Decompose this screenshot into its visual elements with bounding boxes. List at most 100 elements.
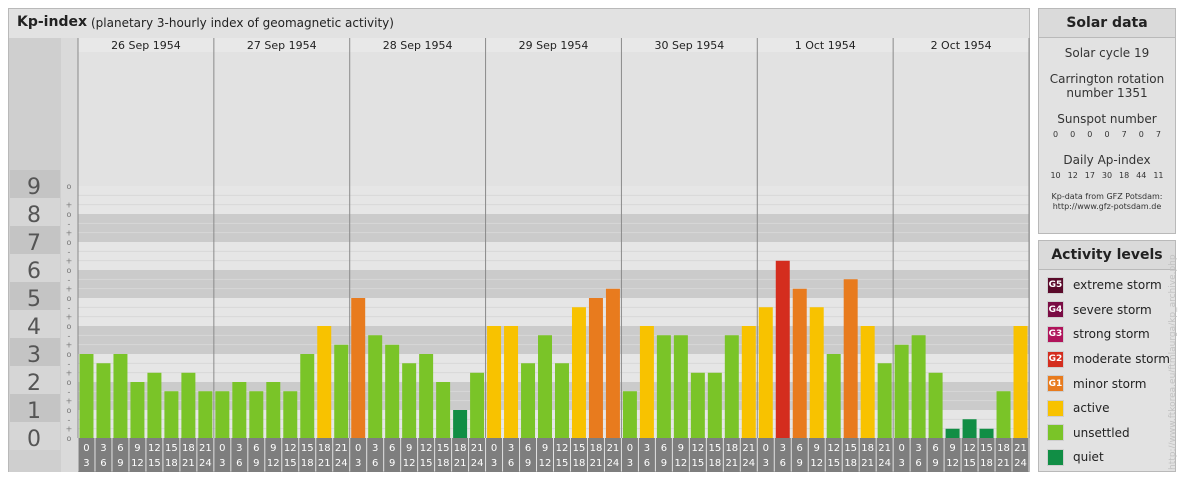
y-tick-label: 2 (27, 371, 41, 396)
level-band (78, 326, 1029, 354)
sunspot-value: 0 (1053, 130, 1059, 139)
interval-start-label: 9 (270, 443, 276, 454)
day-label: 28 Sep 1954 (383, 39, 453, 52)
interval-cell (282, 438, 299, 472)
interval-start-label: 21 (335, 443, 348, 454)
sub-tick-label: + (66, 425, 73, 434)
interval-start-label: 15 (437, 443, 450, 454)
y-label-block (10, 394, 60, 422)
legend-label: strong storm (1073, 327, 1150, 342)
interval-cell (791, 438, 808, 472)
sub-tick-label: + (66, 397, 73, 406)
sunspot-value: 7 (1121, 130, 1127, 139)
interval-start-label: 0 (763, 443, 769, 454)
interval-start-label: 18 (590, 443, 603, 454)
interval-end-label: 21 (454, 458, 467, 469)
interval-start-label: 12 (284, 443, 297, 454)
kp-bar (860, 326, 875, 438)
interval-start-label: 12 (148, 443, 161, 454)
legend-item: G3 strong storm (1039, 322, 1175, 347)
sunspot-values: 0 0 0 0 7 0 7 (1039, 130, 1175, 139)
legend-item: quiet (1039, 445, 1175, 470)
interval-cell (723, 438, 740, 472)
kp-bar (809, 307, 824, 438)
kp-bar (775, 260, 790, 438)
interval-cell (452, 438, 469, 472)
solar-data-panel: Solar data Solar cycle 19 Carrington rot… (1038, 8, 1176, 234)
sub-tick-label: - (68, 387, 71, 396)
legend-swatch: G4 (1047, 301, 1064, 319)
interval-cell (689, 438, 706, 472)
interval-cell (435, 438, 452, 472)
interval-start-label: 12 (963, 443, 976, 454)
kp-bar (334, 344, 349, 438)
interval-cell (299, 438, 316, 472)
sub-tick-label: + (66, 257, 73, 266)
interval-end-label: 6 (372, 458, 378, 469)
y-label-block (10, 254, 60, 282)
interval-start-label: 6 (525, 443, 531, 454)
solar-cycle-text: Solar cycle 19 (1064, 46, 1150, 60)
sub-tick-label: + (66, 369, 73, 378)
interval-cell (554, 438, 570, 472)
interval-start-label: 3 (236, 443, 242, 454)
source-link[interactable]: http://www.gfz-potsdam.de (1052, 202, 1162, 211)
y-tick-label: 0 (27, 427, 41, 452)
interval-end-label: 24 (471, 458, 484, 469)
kp-bar (266, 382, 281, 438)
interval-cell (401, 438, 418, 472)
sub-tick-label: + (66, 229, 73, 238)
y-tick-label: 3 (27, 343, 41, 368)
day-label: 29 Sep 1954 (519, 39, 589, 52)
interval-end-label: 6 (644, 458, 650, 469)
kp-bar (130, 382, 145, 438)
kp-bar (215, 391, 230, 438)
sub-tick-label: o (67, 238, 72, 247)
sub-tick-label: + (66, 285, 73, 294)
solar-data-heading: Solar data (1039, 9, 1175, 38)
kp-bar (232, 382, 247, 438)
interval-cell (384, 438, 401, 472)
vertical-credit-text: http://www.ftkorea.eu/ftmlaurga/kp_archi… (1168, 254, 1178, 470)
legend-swatch: G3 (1047, 325, 1064, 343)
y-tick-label: 5 (27, 287, 41, 312)
kp-bar (979, 428, 994, 438)
interval-cell (248, 438, 265, 472)
kp-bar (877, 363, 892, 438)
interval-end-label: 12 (403, 458, 416, 469)
kp-bar (385, 344, 400, 438)
carrington-line-2: number 1351 (1066, 86, 1148, 100)
kp-bar (571, 307, 586, 438)
interval-end-label: 18 (980, 458, 993, 469)
interval-end-label: 6 (780, 458, 786, 469)
interval-end-label: 15 (691, 458, 704, 469)
interval-cell (146, 438, 163, 472)
sub-tick-label: - (68, 219, 71, 228)
interval-end-label: 9 (797, 458, 803, 469)
y-tick-label: 1 (27, 399, 41, 424)
sunspot-value: 0 (1070, 130, 1076, 139)
interval-start-label: 18 (861, 443, 874, 454)
kp-bar (470, 372, 485, 438)
interval-cell (621, 438, 638, 472)
interval-end-label: 9 (932, 458, 938, 469)
interval-cell (944, 438, 961, 472)
interval-cell (672, 438, 689, 472)
interval-start-label: 3 (915, 443, 921, 454)
chart-title: Kp-index (17, 14, 87, 30)
interval-end-label: 15 (556, 458, 569, 469)
interval-start-label: 15 (573, 443, 586, 454)
kp-bar (453, 410, 468, 438)
ap-value: 18 (1119, 171, 1130, 180)
interval-cell (808, 438, 825, 472)
legend-swatch: G5 (1047, 276, 1064, 294)
interval-cell (367, 438, 384, 472)
interval-start-label: 15 (980, 443, 993, 454)
interval-cell (469, 438, 486, 472)
interval-end-label: 9 (525, 458, 531, 469)
interval-end-label: 15 (827, 458, 840, 469)
interval-end-label: 21 (318, 458, 331, 469)
y-label-block (10, 198, 60, 226)
kp-bar (588, 298, 603, 438)
interval-end-label: 3 (898, 458, 904, 469)
